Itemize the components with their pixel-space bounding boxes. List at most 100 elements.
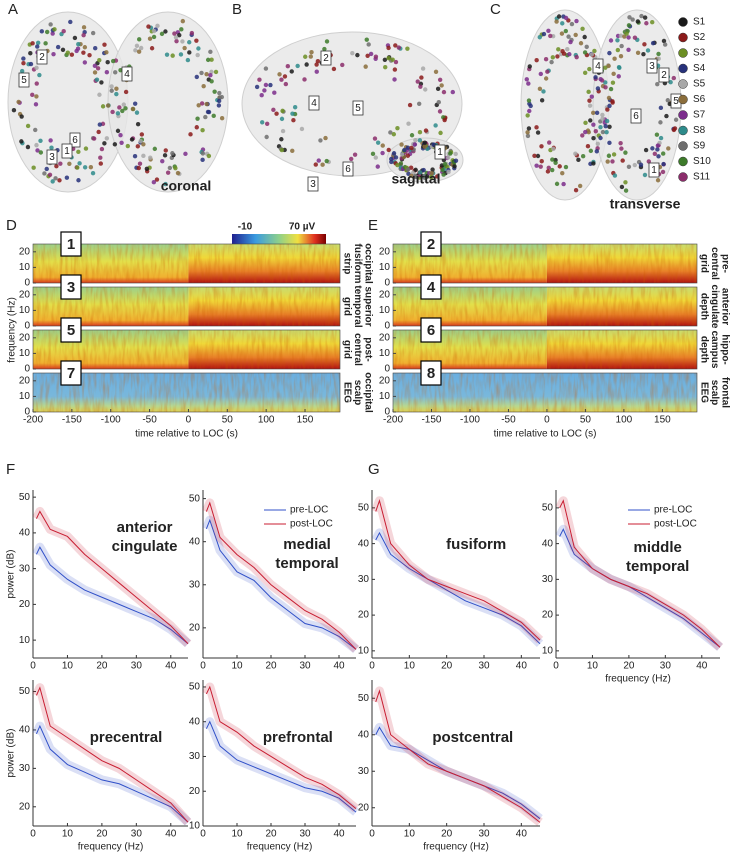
- electrode: [623, 188, 629, 193]
- electrode: [616, 74, 621, 79]
- electrode: [413, 167, 418, 173]
- electrode: [21, 61, 26, 66]
- electrode: [322, 46, 327, 52]
- x-tick-label: 40: [165, 661, 177, 672]
- electrode: [527, 108, 532, 114]
- electrode: [656, 56, 661, 61]
- marker-box: [630, 108, 642, 124]
- electrode: [314, 69, 319, 74]
- electrode: [412, 142, 418, 147]
- electrode: [611, 152, 617, 157]
- electrode: [618, 140, 623, 146]
- electrode: [216, 103, 222, 108]
- electrode: [102, 42, 107, 47]
- electrode: [645, 48, 651, 53]
- y-tick-label: 10: [19, 348, 31, 359]
- chart-title: temporal: [275, 555, 338, 572]
- electrode: [69, 52, 75, 57]
- y-tick-label: 50: [189, 682, 201, 693]
- electrode: [81, 50, 86, 55]
- y-tick-label: 40: [358, 538, 370, 549]
- electrode: [212, 89, 217, 94]
- spectrogram-frame: [32, 372, 341, 413]
- electrode: [527, 64, 532, 69]
- electrode: [549, 59, 554, 65]
- strip-label: strip: [341, 253, 352, 275]
- electrode: [626, 47, 631, 52]
- electrode: [573, 32, 578, 38]
- electrode: [534, 163, 539, 168]
- strip-label: fusiform: [352, 244, 363, 284]
- electrode: [208, 73, 213, 78]
- legend-label: pre-LOC: [290, 505, 328, 516]
- marker-box: [646, 58, 658, 74]
- electrode: [668, 80, 673, 85]
- strip-label: campus: [709, 331, 720, 369]
- electrode: [199, 70, 204, 76]
- electrode: [295, 63, 300, 69]
- electrode: [33, 102, 39, 107]
- electrode: [561, 181, 566, 187]
- electrode: [604, 118, 610, 124]
- electrode: [658, 105, 664, 111]
- electrode: [591, 136, 596, 141]
- electrode: [119, 140, 124, 145]
- electrode: [82, 60, 88, 65]
- electrode: [263, 82, 269, 88]
- electrode: [658, 135, 664, 141]
- electrode: [665, 98, 670, 103]
- electrode: [44, 166, 49, 172]
- legend-label: pre-LOC: [654, 505, 692, 516]
- electrode: [163, 181, 168, 187]
- electrode: [25, 123, 31, 129]
- electrode: [391, 151, 397, 156]
- electrode: [185, 57, 191, 63]
- strip-number-box: [420, 360, 442, 386]
- electrode: [573, 187, 579, 193]
- electrode: [626, 23, 632, 28]
- marker-label: 1: [651, 165, 657, 176]
- electrode: [405, 167, 411, 172]
- strip-number-box: [60, 317, 82, 343]
- electrode: [315, 58, 321, 64]
- electrode: [612, 56, 617, 61]
- legend-label: S5: [693, 79, 706, 90]
- electrode: [95, 66, 101, 71]
- electrode: [132, 153, 138, 159]
- y-tick-label: 40: [189, 716, 201, 727]
- electrode: [291, 118, 296, 123]
- electrode: [546, 165, 551, 170]
- y-tick-label: 20: [379, 246, 391, 257]
- x-tick-label: 50: [222, 415, 234, 426]
- electrode: [399, 142, 404, 147]
- y-tick-label: 20: [379, 289, 391, 300]
- electrode: [420, 66, 426, 71]
- electrode: [19, 68, 25, 74]
- electrode: [672, 126, 678, 131]
- electrode: [292, 105, 298, 110]
- electrode: [423, 87, 428, 92]
- electrode: [386, 45, 391, 51]
- electrode: [154, 177, 160, 182]
- electrode: [433, 123, 438, 128]
- electrode: [610, 99, 615, 104]
- y-tick-label: 30: [189, 579, 201, 590]
- marker-label: 6: [633, 111, 639, 122]
- electrode: [51, 51, 56, 57]
- electrode: [660, 169, 666, 175]
- colorbar-label: 70 µV: [289, 222, 316, 233]
- electrode: [554, 181, 560, 187]
- electrode: [19, 114, 24, 119]
- electrode: [560, 48, 565, 54]
- electrode: [208, 49, 213, 55]
- electrode: [144, 166, 150, 172]
- y-tick-label: 50: [542, 503, 554, 514]
- electrode: [635, 50, 641, 55]
- spectrogram-texture: [33, 244, 340, 283]
- electrode: [413, 174, 418, 180]
- marker-box: [18, 72, 30, 88]
- electrode: [655, 82, 660, 87]
- y-tick-label: 10: [19, 305, 31, 316]
- electrode: [138, 45, 144, 51]
- electrode: [576, 157, 581, 163]
